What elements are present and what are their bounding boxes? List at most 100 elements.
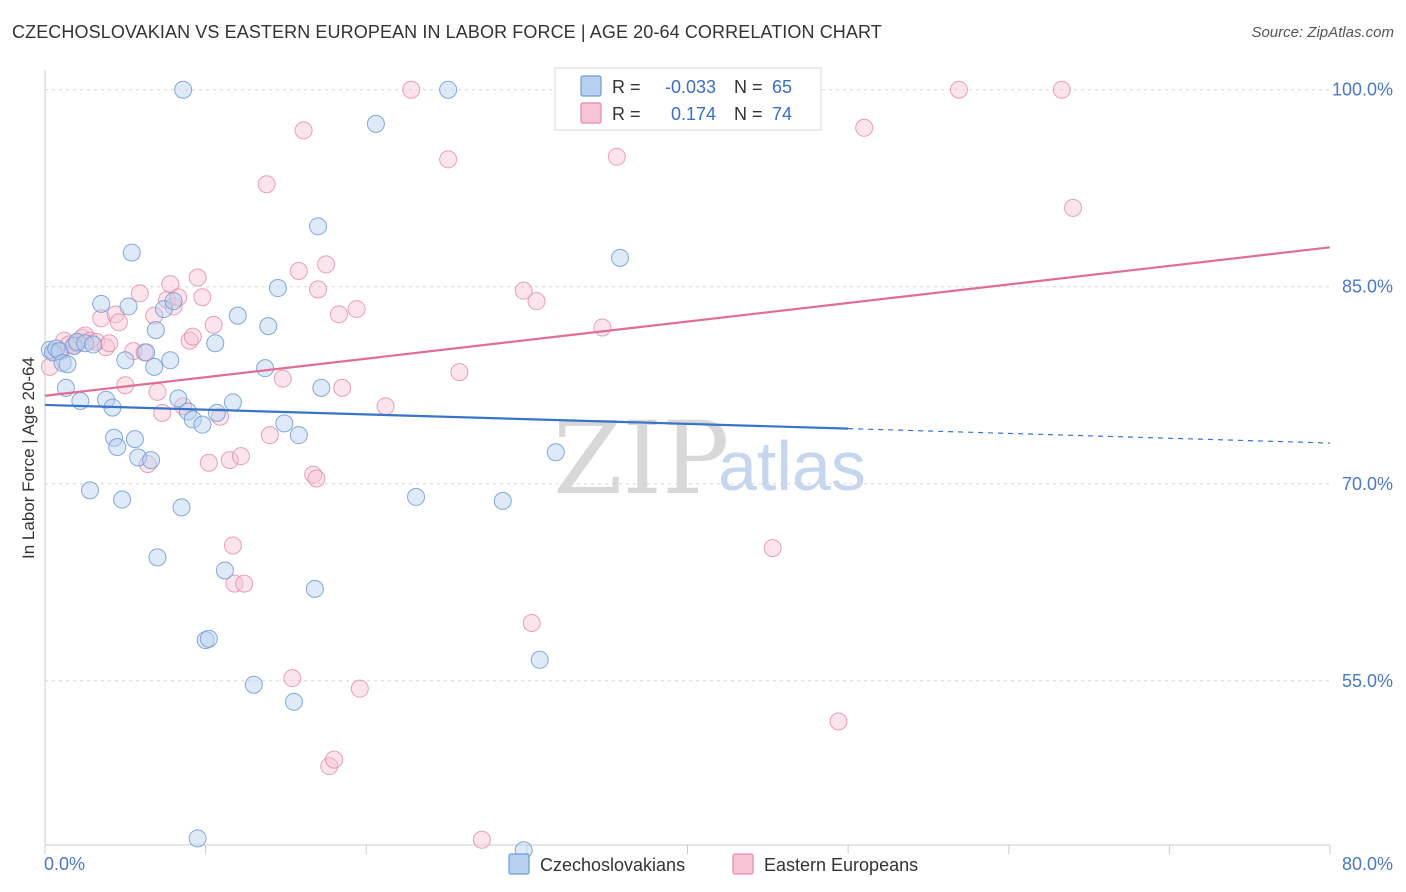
gridlines xyxy=(45,89,1330,682)
point-eastern-european xyxy=(109,313,128,332)
point-czechoslovakian xyxy=(142,451,161,470)
point-eastern-european xyxy=(283,669,302,688)
point-eastern-european xyxy=(183,327,202,346)
point-eastern-european xyxy=(309,280,328,299)
point-czechoslovakian xyxy=(439,80,458,99)
point-czechoslovakian xyxy=(154,300,173,319)
point-czechoslovakian xyxy=(137,343,156,362)
point-czechoslovakian xyxy=(546,443,565,462)
watermark-atlas: atlas xyxy=(718,427,866,505)
point-eastern-european xyxy=(350,679,369,698)
point-czechoslovakian xyxy=(244,675,263,694)
point-eastern-european xyxy=(223,536,242,555)
point-czechoslovakian xyxy=(366,114,385,133)
point-czechoslovakian xyxy=(84,335,103,354)
point-eastern-european xyxy=(949,80,968,99)
point-eastern-european xyxy=(193,288,212,307)
point-czechoslovakian xyxy=(284,692,303,711)
y-tick-label-100: 100.0% xyxy=(1332,80,1393,100)
point-eastern-european xyxy=(235,574,254,593)
bottom-legend-czechoslovakians: Czechoslovakians xyxy=(540,855,685,875)
point-czechoslovakian xyxy=(312,378,331,397)
y-tick-label-55: 55.0% xyxy=(1342,671,1393,691)
axes: 55.0% 70.0% 85.0% 100.0% 0.0% 80.0% xyxy=(44,70,1393,874)
point-czechoslovakian xyxy=(50,342,69,361)
point-eastern-european xyxy=(220,451,239,470)
y-axis-label: In Labor Force | Age 20-64 xyxy=(19,357,38,559)
legend-swatch-blue xyxy=(580,75,602,97)
y-tick-label-85: 85.0% xyxy=(1342,277,1393,297)
legend-r-label-2: R = xyxy=(612,104,641,124)
point-czechoslovakian xyxy=(125,430,144,449)
watermark-zip: ZIP xyxy=(553,400,729,517)
point-czechoslovakian xyxy=(207,403,226,422)
point-eastern-european xyxy=(1052,80,1071,99)
point-eastern-european xyxy=(855,118,874,137)
point-eastern-european xyxy=(333,378,352,397)
point-czechoslovakian xyxy=(206,334,225,353)
legend-n-value-1: 65 xyxy=(772,77,792,97)
point-czechoslovakian xyxy=(268,279,287,298)
bottom-legend-eastern-europeans: Eastern Europeans xyxy=(764,855,918,875)
point-eastern-european xyxy=(607,147,626,166)
trend-line-czechoslovakians-extrapolated xyxy=(848,428,1331,444)
point-eastern-european xyxy=(439,150,458,169)
point-czechoslovakian xyxy=(259,317,278,336)
trend-line-eastern-europeans xyxy=(44,246,1331,397)
point-eastern-european xyxy=(522,614,541,633)
point-czechoslovakian xyxy=(116,351,135,370)
point-czechoslovakian xyxy=(174,80,193,99)
point-eastern-european xyxy=(130,284,149,303)
stats-legend: R = -0.033 N = 65 R = 0.174 N = 74 xyxy=(554,67,822,131)
legend-swatch-pink xyxy=(580,102,602,124)
point-czechoslovakian xyxy=(188,829,207,848)
point-czechoslovakian xyxy=(530,650,549,669)
series-czechoslovakians xyxy=(40,80,630,860)
point-eastern-european xyxy=(472,830,491,849)
point-eastern-european xyxy=(273,369,292,388)
point-eastern-european xyxy=(307,469,326,488)
point-eastern-european xyxy=(204,315,223,334)
point-eastern-european xyxy=(294,121,313,140)
point-czechoslovakian xyxy=(199,629,218,648)
point-eastern-european xyxy=(145,306,164,325)
point-eastern-european xyxy=(92,309,111,328)
point-eastern-european xyxy=(188,268,207,287)
point-czechoslovakian xyxy=(275,414,294,433)
point-czechoslovakian xyxy=(493,491,512,510)
point-czechoslovakian xyxy=(407,487,426,506)
point-czechoslovakian xyxy=(305,579,324,598)
point-czechoslovakian xyxy=(215,561,234,580)
point-czechoslovakian xyxy=(40,340,59,359)
point-eastern-european xyxy=(402,80,421,99)
point-eastern-european xyxy=(199,453,218,472)
bottom-legend-swatch-blue xyxy=(508,853,530,875)
point-czechoslovakian xyxy=(289,426,308,445)
legend-n-value-2: 74 xyxy=(772,104,792,124)
point-czechoslovakian xyxy=(172,498,191,517)
trend-lines xyxy=(44,246,1331,444)
point-eastern-european xyxy=(231,447,250,466)
point-eastern-european xyxy=(1064,198,1082,217)
point-czechoslovakian xyxy=(193,415,212,434)
legend-n-label-1: N = xyxy=(734,77,763,97)
legend-r-value-1: -0.033 xyxy=(665,77,716,97)
point-czechoslovakian xyxy=(148,548,167,567)
source-label: Source: ZipAtlas.com xyxy=(1251,24,1394,41)
point-eastern-european xyxy=(527,292,546,311)
point-czechoslovakian xyxy=(119,297,138,316)
point-czechoslovakian xyxy=(161,351,180,370)
point-czechoslovakian xyxy=(309,217,328,236)
bottom-legend-swatch-pink xyxy=(732,853,754,875)
point-eastern-european xyxy=(593,318,612,337)
point-czechoslovakian xyxy=(183,410,202,429)
point-czechoslovakian xyxy=(169,389,188,408)
point-eastern-european xyxy=(100,334,119,353)
point-czechoslovakian xyxy=(228,306,247,325)
point-eastern-european xyxy=(514,281,533,300)
point-eastern-european xyxy=(329,305,348,324)
chart-title: CZECHOSLOVAKIAN VS EASTERN EUROPEAN IN L… xyxy=(12,22,882,42)
point-czechoslovakian xyxy=(196,631,215,650)
point-eastern-european xyxy=(763,539,782,558)
